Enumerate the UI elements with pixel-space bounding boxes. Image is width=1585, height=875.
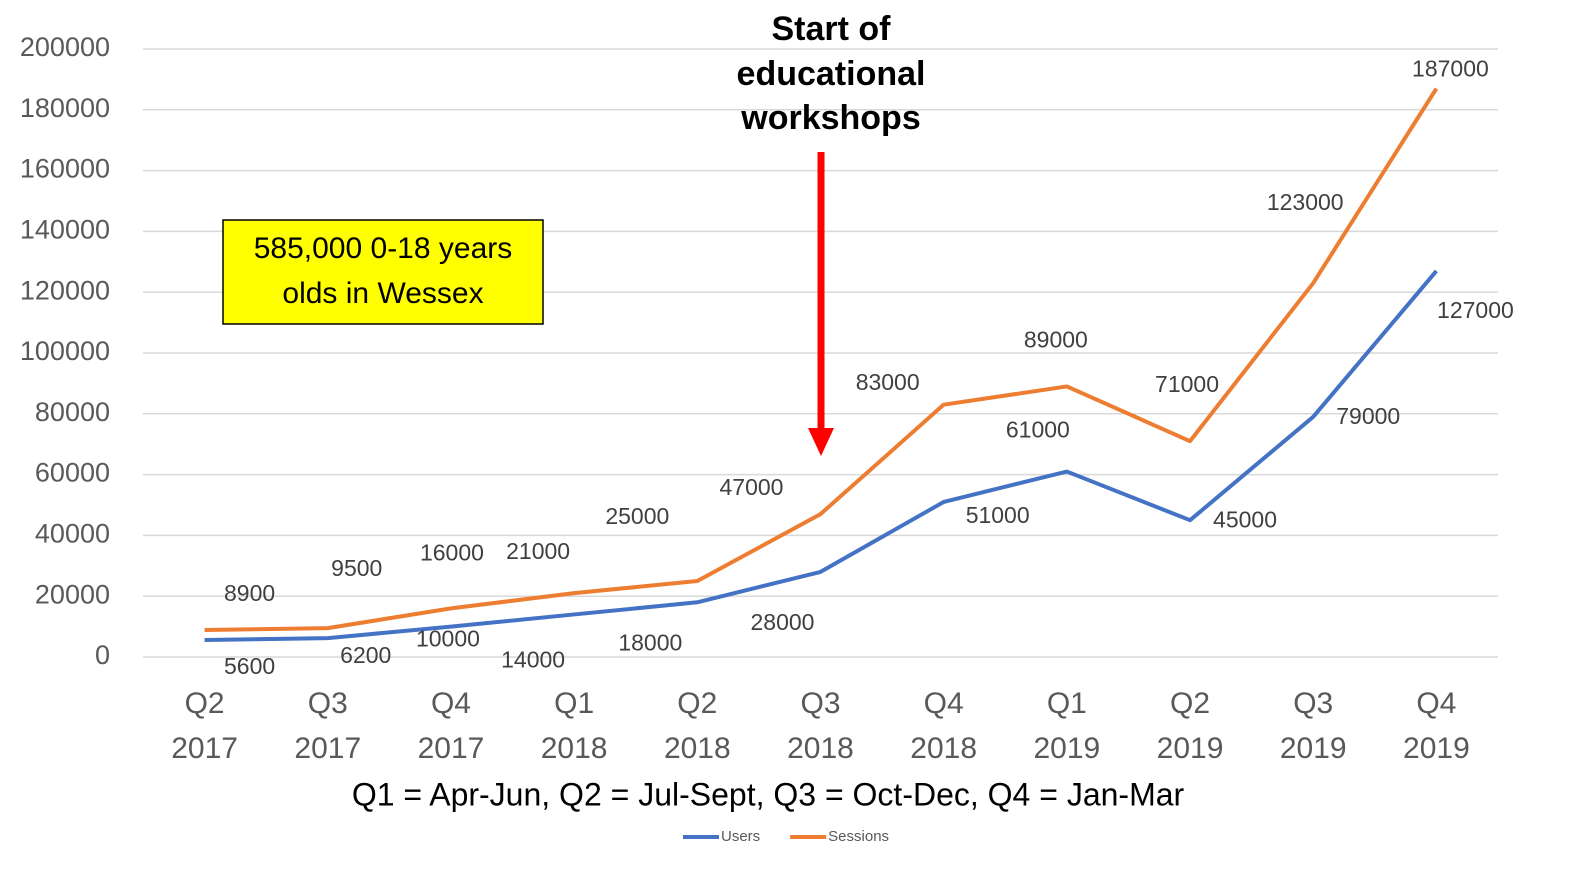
data-label: 71000 xyxy=(1155,371,1219,397)
x-tick-label: Q1 xyxy=(554,687,594,720)
annotation-text: Start of xyxy=(772,10,892,48)
data-label: 89000 xyxy=(1024,327,1088,353)
x-tick-label: Q2 xyxy=(677,687,717,720)
data-label: 83000 xyxy=(856,369,920,395)
y-tick-label: 200000 xyxy=(20,32,110,62)
arrow-head xyxy=(808,428,834,456)
note-text: olds in Wessex xyxy=(282,277,483,310)
data-label: 8900 xyxy=(224,580,275,606)
y-tick-label: 120000 xyxy=(20,275,110,305)
footnote: Q1 = Apr-Jun, Q2 = Jul-Sept, Q3 = Oct-De… xyxy=(352,776,1185,812)
data-label: 127000 xyxy=(1437,297,1514,323)
legend-label: Sessions xyxy=(828,828,889,845)
x-tick-label: Q1 xyxy=(1047,687,1087,720)
x-tick-label: Q4 xyxy=(431,687,471,720)
data-label: 61000 xyxy=(1006,417,1070,443)
x-tick-label: 2019 xyxy=(1033,732,1100,765)
x-tick-label: Q3 xyxy=(1293,687,1333,720)
x-tick-label: 2017 xyxy=(171,732,238,765)
annotation-text: workshops xyxy=(740,99,920,137)
x-tick-label: Q4 xyxy=(924,687,964,720)
series-line xyxy=(204,269,1438,642)
x-tick-label: 2019 xyxy=(1403,732,1470,765)
data-label: 25000 xyxy=(605,503,669,529)
y-tick-label: 80000 xyxy=(35,397,110,427)
y-tick-label: 180000 xyxy=(20,93,110,123)
x-tick-label: 2017 xyxy=(294,732,361,765)
x-tick-label: 2018 xyxy=(541,732,608,765)
data-label: 6200 xyxy=(340,642,391,668)
data-label: 187000 xyxy=(1412,56,1489,82)
y-tick-label: 160000 xyxy=(20,154,110,184)
x-tick-label: Q3 xyxy=(308,687,348,720)
x-tick-label: 2019 xyxy=(1157,732,1224,765)
y-tick-label: 0 xyxy=(95,640,110,670)
data-label: 21000 xyxy=(506,538,570,564)
data-label: 28000 xyxy=(751,609,815,635)
x-tick-label: 2018 xyxy=(787,732,854,765)
x-tick-label: 2019 xyxy=(1280,732,1347,765)
data-label: 18000 xyxy=(618,629,682,655)
data-label: 16000 xyxy=(420,539,484,565)
x-tick-label: 2018 xyxy=(664,732,731,765)
data-label: 123000 xyxy=(1267,189,1344,215)
x-tick-label: Q2 xyxy=(185,687,225,720)
y-tick-label: 100000 xyxy=(20,336,110,366)
data-label: 45000 xyxy=(1213,506,1277,532)
data-label: 10000 xyxy=(416,626,480,652)
data-label: 14000 xyxy=(501,647,565,673)
y-tick-label: 20000 xyxy=(35,579,110,609)
x-tick-label: 2018 xyxy=(910,732,977,765)
x-tick-label: Q3 xyxy=(800,687,840,720)
x-tick-label: Q2 xyxy=(1170,687,1210,720)
note-box xyxy=(222,219,544,325)
x-tick-label: Q4 xyxy=(1416,687,1456,720)
data-label: 47000 xyxy=(720,474,784,500)
data-label: 51000 xyxy=(966,502,1030,528)
data-label: 9500 xyxy=(331,555,382,581)
data-label: 79000 xyxy=(1336,403,1400,429)
y-tick-label: 60000 xyxy=(35,458,110,488)
data-label: 5600 xyxy=(224,653,275,679)
x-tick-label: 2017 xyxy=(418,732,485,765)
annotation-text: educational xyxy=(737,55,926,93)
note-text: 585,000 0-18 years xyxy=(254,232,513,265)
y-tick-label: 140000 xyxy=(20,215,110,245)
y-tick-label: 40000 xyxy=(35,519,110,549)
legend-label: Users xyxy=(721,828,760,845)
series-line xyxy=(204,87,1439,632)
